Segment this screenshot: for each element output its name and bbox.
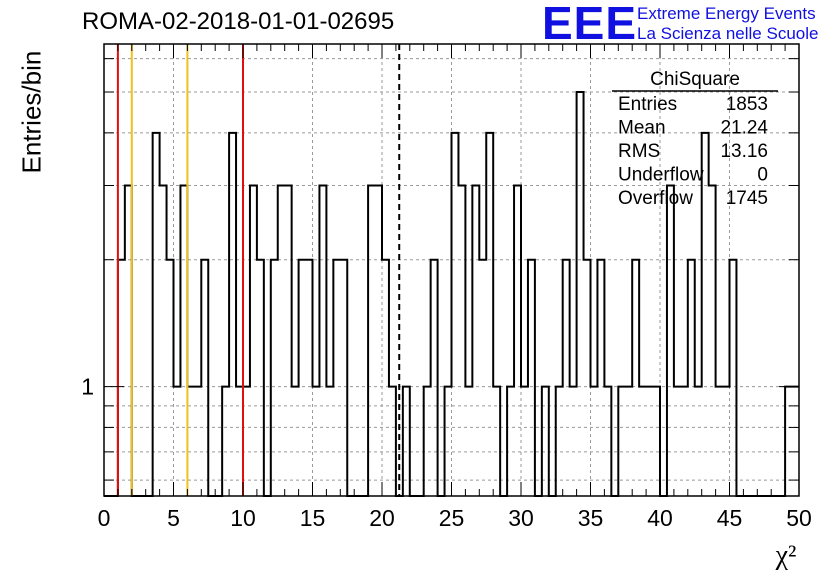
histogram-bin [375, 186, 382, 496]
histogram-bin [167, 260, 174, 496]
histogram-bin [563, 260, 570, 496]
logo-line-1: Extreme Energy Events [637, 4, 816, 23]
histogram-bin [514, 186, 521, 496]
histogram-bin [632, 260, 639, 496]
logo-line-2: La Scienza nelle Scuole [637, 24, 819, 43]
histogram-bin [306, 260, 313, 496]
y-tick-label: 1 [81, 374, 94, 400]
histogram-bin [688, 260, 695, 496]
histogram-bin [153, 133, 160, 496]
x-tick-label: 30 [508, 505, 534, 531]
x-tick-label: 40 [647, 505, 673, 531]
histogram-bin [452, 133, 459, 496]
histogram-bin [229, 133, 236, 496]
x-tick-label: 35 [578, 505, 604, 531]
histogram-bin [160, 186, 167, 496]
x-tick-label: 10 [230, 505, 256, 531]
stats-label: Overflow [618, 188, 693, 209]
eee-logo-mark: EEE [542, 0, 638, 49]
x-tick-label: 15 [300, 505, 326, 531]
histogram-bin [702, 133, 709, 496]
axes: 0 5 10 15 20 25 30 35 40 45 50 1 χ² [81, 43, 812, 571]
stats-value: 0 [757, 165, 768, 186]
stats-value: 1853 [726, 94, 768, 115]
stats-label: Underflow [618, 165, 704, 186]
stats-label: RMS [618, 141, 660, 162]
x-tick-label: 0 [98, 505, 111, 531]
histogram-bin [486, 133, 493, 496]
stats-value: 21.24 [720, 118, 768, 139]
histogram-bin [340, 260, 347, 496]
histogram-bin [431, 260, 438, 496]
stats-label: Mean [618, 118, 666, 139]
histogram-bin [299, 260, 306, 496]
histogram-bin [730, 260, 737, 496]
histogram-bin [201, 260, 208, 496]
stats-title: ChiSquare [650, 69, 740, 90]
x-tick-label: 25 [439, 505, 465, 531]
x-tick-label: 50 [786, 505, 812, 531]
histogram-bin [584, 260, 591, 496]
stats-value: 13.16 [720, 141, 768, 162]
histogram-bin [118, 260, 125, 496]
stats-value: 1745 [726, 188, 768, 209]
histogram-bin [597, 260, 604, 496]
histogram-bin [479, 260, 486, 496]
histogram-bin [250, 186, 257, 496]
histogram-bin [709, 186, 716, 496]
stats-box: ChiSquare Entries 1853 Mean 21.24 RMS 13.16 Und… [612, 69, 778, 209]
histogram-bin [472, 186, 479, 496]
histogram-bin [271, 260, 278, 496]
histogram-bin [278, 186, 285, 496]
histogram-bin [257, 260, 264, 496]
chart-title: ROMA-02-2018-01-01-02695 [82, 8, 395, 35]
reference-lines [116, 44, 401, 496]
histogram-bin [333, 260, 340, 496]
x-tick-label: 5 [167, 505, 180, 531]
grid-lines [104, 44, 799, 496]
histogram-bin [667, 186, 674, 496]
histogram-bin [368, 186, 375, 496]
histogram-bin [319, 186, 326, 496]
x-tick-label: 45 [717, 505, 743, 531]
histogram-bin [382, 260, 389, 496]
x-tick-label: 20 [369, 505, 395, 531]
histogram-bin [577, 92, 584, 496]
histogram-bin [180, 186, 187, 496]
stats-label: Entries [618, 94, 677, 115]
x-axis-label: χ² [775, 540, 797, 571]
histogram-bin [528, 260, 535, 496]
histogram-bin [285, 186, 292, 496]
histogram-bin [125, 186, 132, 496]
histogram-bin [458, 186, 465, 496]
